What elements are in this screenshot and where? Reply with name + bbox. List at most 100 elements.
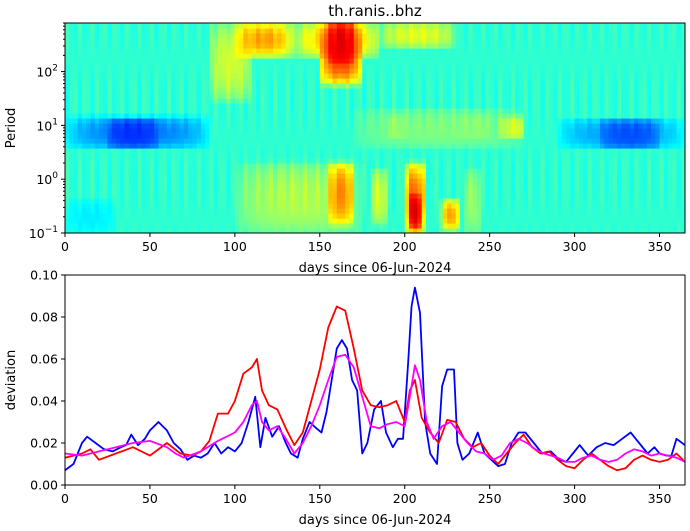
- heatmap-cell: [149, 48, 155, 54]
- heatmap-cell: [476, 83, 482, 89]
- heatmap-cell: [391, 218, 397, 224]
- heatmap-cell: [400, 83, 406, 89]
- heatmap-cell: [425, 153, 431, 159]
- heatmap-cell: [73, 218, 79, 224]
- heatmap-cell: [472, 83, 478, 89]
- heatmap-cell: [107, 178, 113, 184]
- heatmap-cell: [324, 118, 329, 124]
- heatmap-cell: [540, 38, 546, 44]
- heatmap-cell: [387, 163, 393, 169]
- heatmap-cell: [200, 193, 206, 199]
- heatmap-cell: [307, 28, 312, 34]
- heatmap-cell: [404, 173, 410, 179]
- heatmap-cell: [196, 223, 202, 229]
- heatmap-cell: [319, 38, 325, 44]
- heatmap-cell: [408, 23, 414, 29]
- heatmap-cell: [192, 183, 198, 189]
- heatmap-cell: [154, 118, 160, 124]
- heatmap-cell: [375, 43, 380, 49]
- heatmap-cell: [81, 198, 87, 204]
- heatmap-cell: [200, 133, 206, 139]
- heatmap-cell: [425, 98, 431, 104]
- heatmap-cell: [434, 138, 440, 144]
- heatmap-cell: [120, 78, 126, 84]
- heatmap-cell: [196, 153, 202, 159]
- heatmap-cell: [200, 118, 206, 124]
- heatmap-cell: [425, 53, 431, 59]
- heatmap-cell: [421, 218, 427, 224]
- heatmap-cell: [375, 163, 380, 169]
- heatmap-cell: [421, 53, 427, 59]
- heatmap-cell: [561, 98, 567, 104]
- heatmap-cell: [506, 138, 512, 144]
- heatmap-cell: [256, 168, 261, 174]
- heatmap-cell: [345, 108, 351, 114]
- heatmap-cell: [188, 78, 193, 84]
- heatmap-cell: [464, 223, 470, 229]
- heatmap-cell: [532, 88, 537, 94]
- heatmap-cell: [285, 188, 291, 194]
- heatmap-cell: [485, 98, 491, 104]
- heatmap-cell: [86, 193, 92, 199]
- heatmap-cell: [222, 163, 227, 169]
- heatmap-cell: [285, 193, 291, 199]
- heatmap-cell: [383, 188, 389, 194]
- heatmap-cell: [264, 48, 270, 54]
- heatmap-cell: [362, 203, 368, 209]
- heatmap-cell: [158, 218, 164, 224]
- heatmap-cell: [468, 223, 474, 229]
- heatmap-cell: [128, 218, 134, 224]
- heatmap-cell: [77, 88, 83, 94]
- heatmap-cell: [94, 118, 100, 124]
- heatmap-cell: [442, 158, 448, 164]
- heatmap-cell: [166, 123, 172, 129]
- heatmap-cell: [536, 78, 542, 84]
- heatmap-cell: [476, 223, 482, 229]
- heatmap-cell: [226, 48, 232, 54]
- heatmap-cell: [362, 113, 368, 119]
- heatmap-cell: [256, 28, 261, 34]
- heatmap-cell: [358, 118, 363, 124]
- heatmap-cell: [383, 158, 389, 164]
- heatmap-cell: [425, 43, 431, 49]
- heatmap-cell: [493, 58, 499, 64]
- heatmap-cell: [264, 93, 270, 99]
- heatmap-cell: [442, 163, 448, 169]
- heatmap-cell: [145, 48, 151, 54]
- heatmap-cell: [519, 88, 525, 94]
- heatmap-cell: [81, 128, 87, 134]
- heatmap-cell: [417, 148, 423, 154]
- heatmap-cell: [532, 223, 537, 229]
- heatmap-cell: [277, 228, 283, 233]
- heatmap-cell: [353, 198, 359, 204]
- heatmap-cell: [145, 163, 151, 169]
- heatmap-cell: [90, 98, 96, 104]
- heatmap-cell: [298, 213, 304, 219]
- heatmap-cell: [523, 108, 529, 114]
- heatmap-cell: [540, 58, 546, 64]
- heatmap-cell: [430, 108, 436, 114]
- heatmap-cell: [111, 103, 117, 109]
- heatmap-cell: [557, 173, 563, 179]
- heatmap-cell: [566, 228, 571, 233]
- heatmap-cell: [519, 183, 525, 189]
- heatmap-cell: [171, 143, 177, 149]
- heatmap-cell: [417, 123, 423, 129]
- heatmap-cell: [149, 223, 155, 229]
- heatmap-cell: [370, 188, 376, 194]
- heatmap-cell: [264, 138, 270, 144]
- heatmap-cell: [319, 213, 325, 219]
- heatmap-cell: [247, 78, 253, 84]
- heatmap-cell: [459, 123, 465, 129]
- heatmap-cell: [387, 98, 393, 104]
- heatmap-cell: [247, 163, 253, 169]
- heatmap-cell: [268, 48, 274, 54]
- heatmap-cell: [154, 23, 160, 29]
- heatmap-cell: [268, 218, 274, 224]
- heatmap-cell: [239, 213, 244, 219]
- heatmap-cell: [481, 23, 487, 29]
- heatmap-cell: [451, 53, 457, 59]
- heatmap-cell: [311, 83, 317, 89]
- heatmap-cell: [154, 198, 160, 204]
- heatmap-cell: [111, 133, 117, 139]
